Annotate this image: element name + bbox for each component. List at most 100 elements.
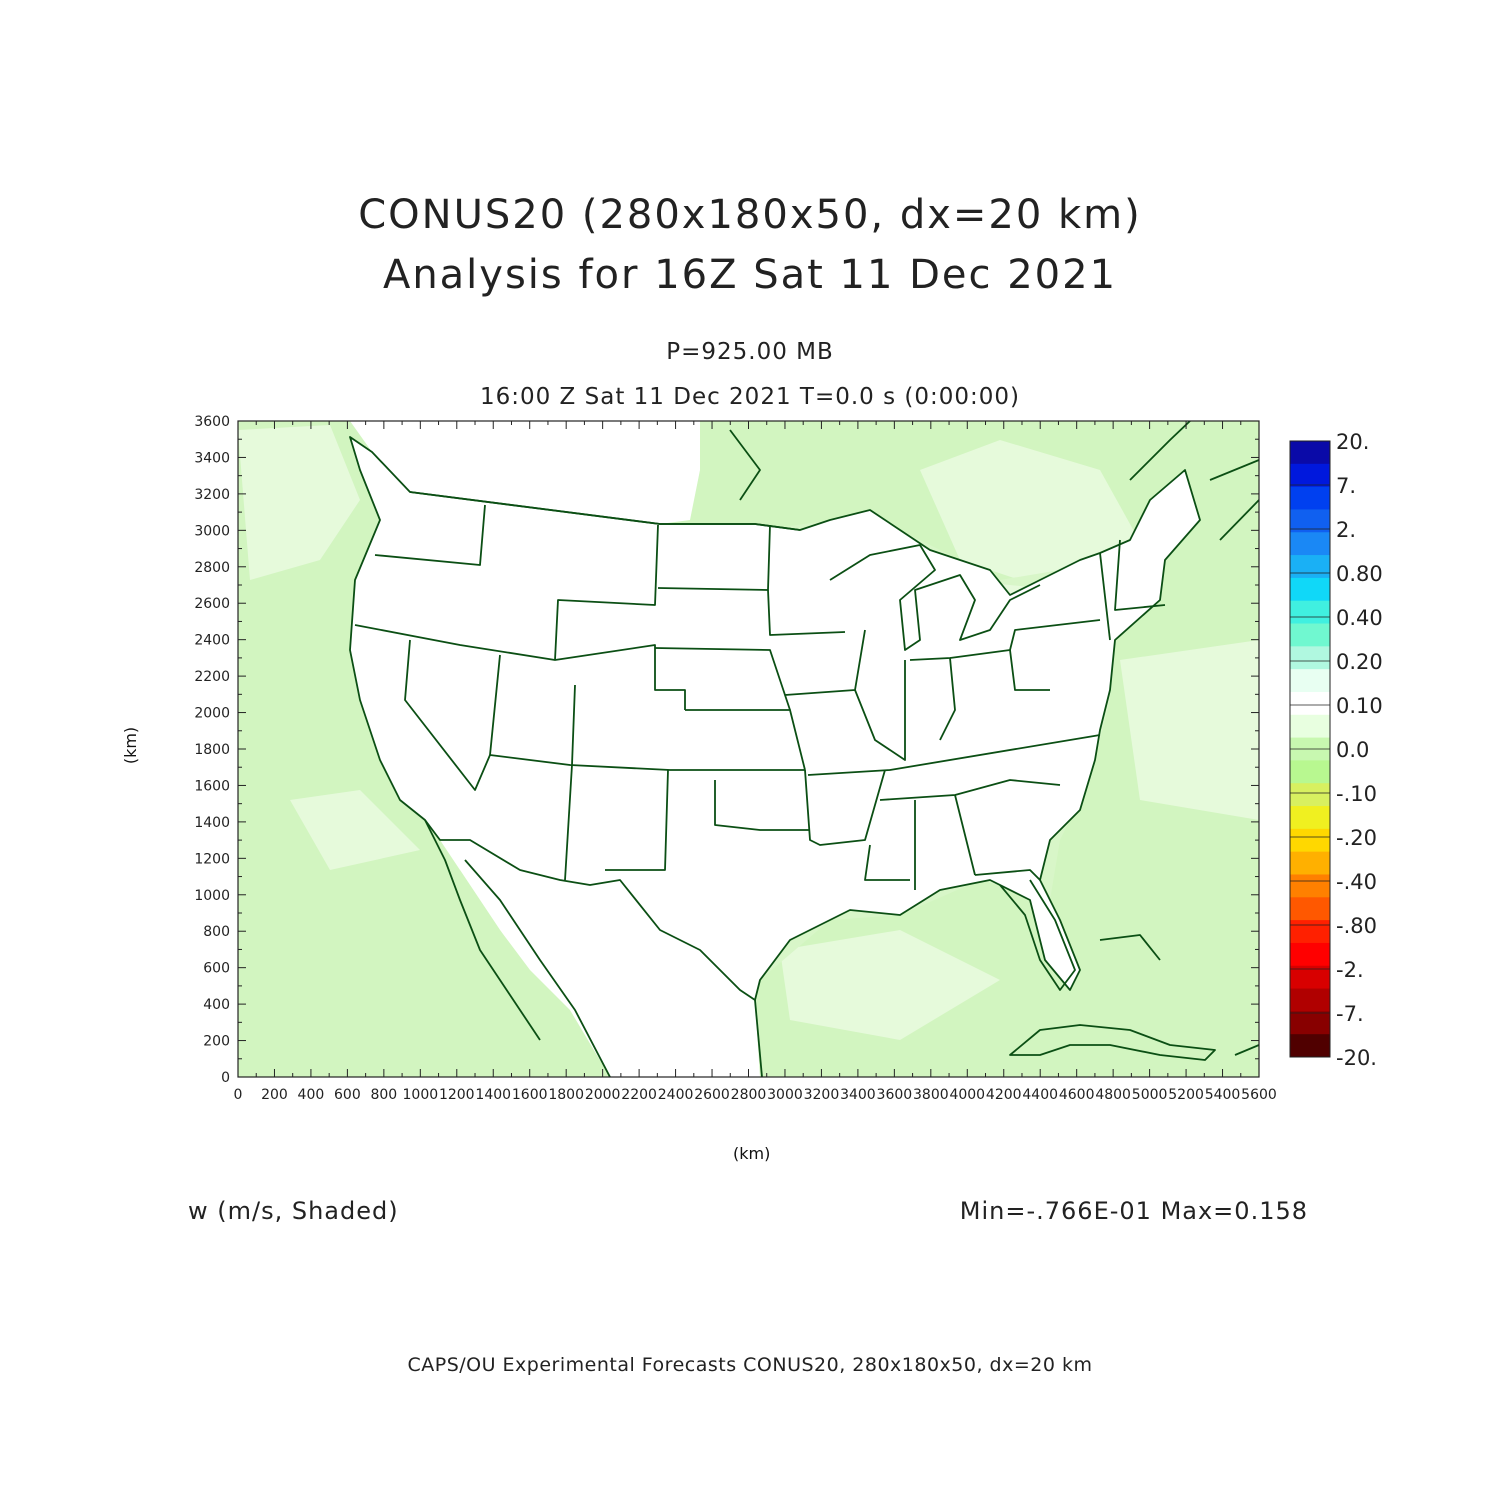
y-tick-label: 400 (203, 997, 230, 1013)
y-tick-label: 0 (221, 1070, 230, 1086)
x-axis-unit: (km) (733, 1144, 771, 1163)
x-tick-label: 2800 (731, 1087, 767, 1103)
x-axis: 0 200 400 600 800 1000 1200 1400 1600 1800 2000 220… (234, 421, 1277, 1103)
colorbar-label: -7. (1336, 1002, 1364, 1026)
state-lines (854, 660, 906, 761)
mexico-land (440, 840, 760, 1077)
y-tick-label: 2800 (194, 560, 230, 576)
y-tick-label: 1200 (194, 851, 230, 867)
title-line-2: Analysis for 16Z Sat 11 Dec 2021 (382, 252, 1118, 298)
boundary-lines (349, 421, 1259, 1077)
colorbar-label: 0.40 (1336, 606, 1383, 630)
colorbar-swatch (1290, 897, 1330, 921)
x-tick-label: 3200 (804, 1087, 840, 1103)
valid-time: 16:00 Z Sat 11 Dec 2021 T=0.0 s (0:00:00… (479, 384, 1021, 410)
colorbar-swatch (1290, 669, 1330, 693)
colorbar-swatch (1290, 942, 1330, 967)
x-tick-label: 4400 (1022, 1087, 1058, 1103)
colorbar-swatch (1290, 577, 1330, 602)
state-lines (767, 589, 846, 636)
x-tick-label: 3600 (877, 1087, 913, 1103)
y-tick-label: 3200 (194, 487, 230, 503)
colorbar-label: 0.20 (1336, 650, 1383, 674)
x-tick-label: 2600 (694, 1087, 730, 1103)
colorbar-swatch (1290, 965, 1330, 990)
colorbar-label: 20. (1336, 430, 1369, 454)
colorbar-swatch (1290, 555, 1330, 579)
cuba-coast (1009, 1024, 1216, 1061)
colorbar-label: -2. (1336, 958, 1364, 982)
colorbar-label: 0.10 (1336, 694, 1383, 718)
colorbar-label: 2. (1336, 518, 1356, 542)
colorbar-swatch (1290, 1011, 1330, 1035)
canada-coast (729, 429, 761, 501)
state-lines (804, 769, 886, 846)
y-tick-label: 600 (203, 961, 230, 977)
great-lakes (829, 544, 1041, 651)
footer-credit: CAPS/OU Experimental Forecasts CONUS20, … (407, 1354, 1093, 1376)
pressure-level: P=925.00 MB (666, 339, 834, 365)
y-tick-label: 2000 (194, 706, 230, 722)
gulf-of-california (460, 870, 540, 1040)
state-lines (954, 794, 976, 876)
x-tick-label: 1200 (439, 1087, 475, 1103)
y-tick-label: 800 (203, 924, 230, 940)
shading-patch (780, 930, 1000, 1040)
colorbar-swatch (1290, 1034, 1330, 1058)
y-tick-label: 200 (203, 1034, 230, 1050)
canada-coast (1209, 459, 1259, 481)
state-lines (714, 780, 810, 831)
x-tick-label: 400 (298, 1087, 325, 1103)
y-tick-label: 2200 (194, 669, 230, 685)
colorbar-swatch (1290, 783, 1330, 807)
state-lines (404, 639, 805, 791)
us-canada-border (409, 491, 801, 531)
colorbar-swatch (1290, 828, 1330, 853)
colorbar-swatch (1290, 600, 1330, 625)
colorbar-swatch (1290, 646, 1330, 670)
mexico-coast (464, 859, 611, 1077)
canada-coast (1219, 499, 1259, 541)
state-lines (489, 654, 501, 756)
x-tick-label: 3800 (913, 1087, 949, 1103)
caribbean-coast (1234, 1044, 1259, 1056)
state-lines (1009, 649, 1050, 691)
colorbar-swatch (1290, 714, 1330, 739)
colorbar-swatch (1290, 691, 1330, 716)
x-tick-label: 5000 (1132, 1087, 1168, 1103)
state-lines (605, 769, 669, 871)
colorbar-label: -20. (1336, 1046, 1377, 1070)
colorbar-swatch (1290, 806, 1330, 830)
state-lines (554, 524, 659, 661)
y-axis-unit: (km) (121, 726, 141, 765)
state-lines (974, 869, 1041, 881)
y-tick-label: 3000 (194, 523, 230, 539)
colorbar: 20. 7. 2. 0.80 0.40 0.20 0.10 0.0 -.10 -.20 -.40 -.… (1289, 430, 1383, 1070)
x-tick-label: 800 (370, 1087, 397, 1103)
baja-coast (424, 819, 541, 1041)
colorbar-swatch (1290, 874, 1330, 898)
x-tick-label: 4200 (986, 1087, 1022, 1103)
y-tick-label: 1400 (194, 815, 230, 831)
florida-coast (999, 879, 1076, 991)
colorbar-swatch (1290, 441, 1330, 465)
mexico-coast (754, 999, 763, 1077)
x-tick-label: 1400 (475, 1087, 511, 1103)
colorbar-swatch (1290, 532, 1330, 556)
y-tick-label: 2400 (194, 633, 230, 649)
colorbar-swatch (1290, 851, 1330, 875)
y-tick-label: 1000 (194, 888, 230, 904)
colorbar-swatch (1290, 920, 1330, 944)
colorbar-label: 7. (1336, 474, 1356, 498)
x-tick-label: 1000 (403, 1087, 439, 1103)
min-max-label: Min=-.766E-01 Max=0.158 (959, 1197, 1308, 1225)
x-tick-label: 5400 (1205, 1087, 1241, 1103)
x-tick-label: 1600 (512, 1087, 548, 1103)
x-tick-label: 1800 (548, 1087, 584, 1103)
shading-patch (290, 790, 420, 870)
colorbar-label: -.20 (1336, 826, 1377, 850)
state-lines (807, 734, 1101, 776)
colorbar-swatch (1290, 988, 1330, 1012)
state-lines (864, 844, 910, 881)
